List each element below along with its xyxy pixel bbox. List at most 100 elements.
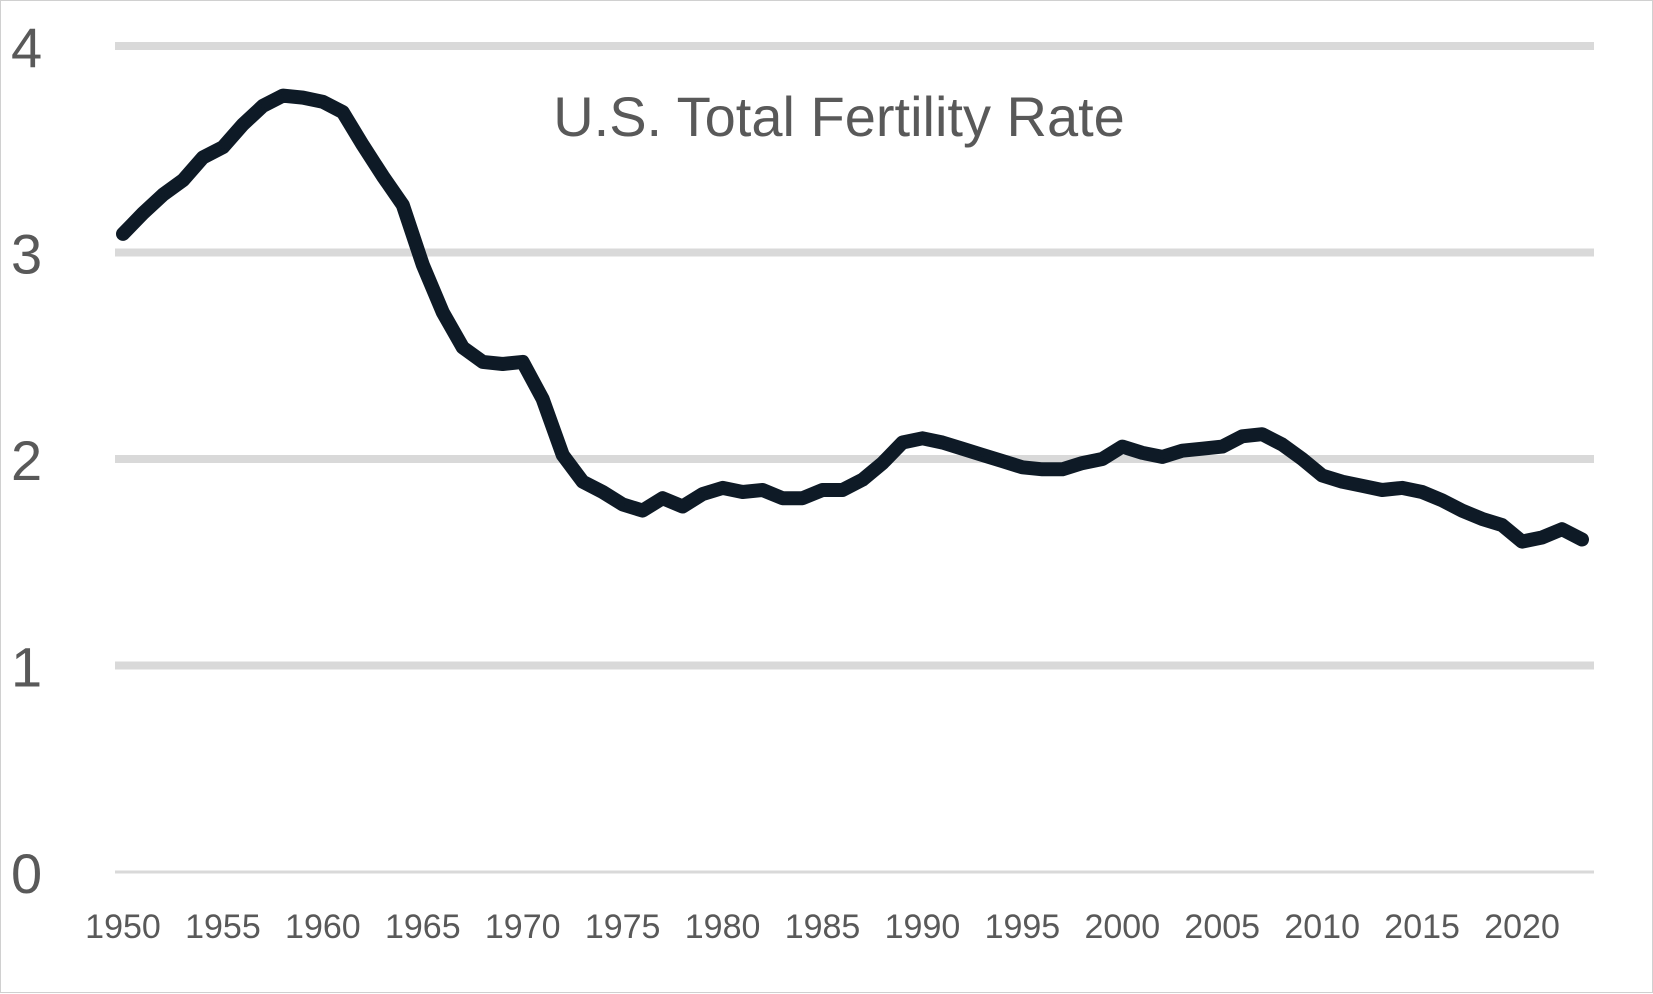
data-point [220,145,225,150]
data-point [161,192,165,197]
x-tick-label: 2010 [1284,908,1360,946]
x-tick-label: 1970 [485,908,561,946]
data-point [1220,444,1225,449]
data-point [240,122,245,127]
data-point [320,99,325,104]
data-point [1480,516,1485,521]
data-point [980,452,985,457]
x-tick-label: 1965 [385,908,461,946]
data-point [520,359,525,364]
data-point [960,446,965,451]
data-point [460,345,465,350]
data-point [860,477,865,482]
chart-title: U.S. Total Fertility Rate [553,85,1125,148]
data-point [300,95,305,100]
data-point [1200,446,1205,451]
data-point [1060,467,1065,472]
x-tick-label: 2005 [1184,908,1260,946]
x-tick-label: 1990 [885,908,961,946]
data-point [800,496,805,501]
x-tick-label: 1975 [585,908,661,946]
data-point [1120,444,1125,449]
data-point [1020,465,1025,470]
data-point [740,490,745,494]
data-point [360,143,365,148]
data-point [1160,454,1165,459]
data-point [900,440,905,445]
data-point [260,103,265,108]
data-point [1520,539,1524,544]
data-point [480,359,485,364]
data-point [1580,537,1584,542]
data-point [840,488,845,492]
y-axis-ticks: 0 1 2 3 4 [11,16,42,905]
x-tick-label: 2000 [1084,908,1160,946]
data-point [680,504,685,509]
data-point [720,485,725,490]
data-point [820,488,825,492]
data-point [940,440,945,445]
data-point [660,496,665,501]
data-point [1420,490,1425,494]
data-point [141,211,145,216]
data-point [620,502,625,507]
data-point [1280,442,1285,447]
data-point [1340,479,1345,484]
gridlines [115,42,1594,874]
data-point [1040,467,1045,472]
data-point [1440,498,1445,503]
data-point [1400,485,1405,490]
data-point [1240,434,1245,439]
y-tick-label: 4 [11,16,42,79]
data-point [1140,450,1145,455]
x-tick-label: 1960 [285,908,361,946]
data-point [1080,461,1085,466]
data-point [780,496,785,501]
data-point [500,362,505,366]
x-tick-label: 1995 [985,908,1061,946]
data-point [1540,535,1544,540]
data-point [880,461,885,466]
data-point [200,155,205,160]
data-point [1460,508,1465,513]
data-point [420,262,425,267]
series-line [116,88,1589,549]
data-point [1320,473,1325,478]
data-point [380,174,385,179]
data-point [1360,483,1365,488]
x-tick-label: 1955 [185,908,261,946]
data-point [1560,527,1564,532]
y-tick-label: 2 [11,429,42,492]
data-point [181,178,185,183]
data-point [540,397,545,402]
series-layer [116,88,1589,549]
data-point [280,93,285,98]
data-point [560,452,565,457]
data-point [760,488,765,492]
y-tick-label: 1 [11,636,42,699]
x-tick-label: 1980 [685,908,761,946]
y-tick-label: 0 [11,842,42,905]
data-point [920,436,925,441]
y-tick-label: 3 [11,223,42,286]
data-point [1000,459,1005,464]
data-point [600,490,605,494]
x-tick-label: 1985 [785,908,861,946]
data-point [400,203,405,207]
data-point [640,508,645,513]
data-point [1260,432,1265,437]
data-point [121,231,125,236]
x-tick-label: 2015 [1384,908,1460,946]
data-point [700,492,705,497]
data-point [340,110,345,115]
data-point [1100,457,1105,461]
data-point [1380,488,1385,492]
data-point [580,479,585,484]
data-point [1180,448,1185,453]
x-axis-ticks: 1950 1955 1960 1965 1970 1975 1980 1985 1990 1995… [85,908,1560,946]
x-tick-label: 1950 [85,908,161,946]
data-point [1500,523,1505,528]
x-tick-label: 2020 [1484,908,1560,946]
